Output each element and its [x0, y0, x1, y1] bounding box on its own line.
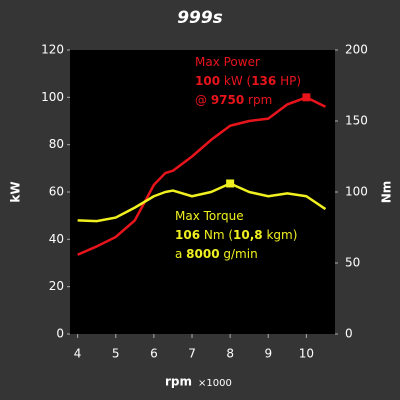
x-tick-label: 4: [74, 347, 82, 361]
y2-axis-label: Nm: [380, 181, 394, 204]
x-tick-label: 9: [264, 347, 272, 361]
annotation: @ 9750 rpm: [195, 93, 272, 107]
y-tick-label: 0: [56, 327, 64, 341]
annotation-part: g/min: [220, 247, 258, 261]
y-axis-label: kW: [9, 181, 23, 202]
series-line: [77, 96, 327, 256]
annotation: 100 kW (136 HP): [195, 74, 301, 88]
y2-tick-label: 50: [345, 256, 360, 270]
y2-tick-label: 0: [345, 327, 353, 341]
x-tick-label: 7: [188, 347, 196, 361]
y-tick-label: 60: [49, 185, 64, 199]
y2-tick-label: 200: [345, 43, 368, 57]
max-marker: [302, 93, 311, 102]
x-axis-unit: ×1000: [198, 378, 232, 389]
annotation: 106 Nm (10,8 kgm): [175, 228, 297, 242]
annotation: a 8000 g/min: [175, 247, 258, 261]
x-tick-label: 6: [150, 347, 158, 361]
annotation: Max Power: [195, 55, 260, 69]
annotation-part: kW (: [220, 74, 251, 88]
y2-tick-label: 100: [345, 185, 368, 199]
y2-tick-label: 150: [345, 114, 368, 128]
annotation-part: 9750: [211, 93, 244, 107]
annotation-part: Max Torque: [175, 209, 244, 223]
x-tick-label: 5: [112, 347, 120, 361]
annotation-part: 106: [175, 228, 200, 242]
annotation-part: Nm (: [200, 228, 233, 242]
y-tick-label: 80: [49, 137, 64, 151]
annotation-part: 10,8: [233, 228, 263, 242]
annotation-part: kgm): [263, 228, 298, 242]
chart-title: 999s: [177, 8, 223, 28]
annotation-part: a: [175, 247, 186, 261]
annotation: Max Torque: [175, 209, 244, 223]
max-marker: [226, 179, 235, 188]
y-tick-label: 120: [41, 43, 64, 57]
annotation-part: Max Power: [195, 55, 260, 69]
y-tick-label: 40: [49, 232, 64, 246]
x-axis-label: rpm: [165, 375, 192, 389]
annotation-part: rpm: [244, 93, 272, 107]
annotation-part: HP): [276, 74, 301, 88]
annotation-part: @: [195, 93, 211, 107]
annotation-part: 8000: [186, 247, 219, 261]
y-tick-label: 100: [41, 90, 64, 104]
x-tick-label: 8: [226, 347, 234, 361]
y-tick-label: 20: [49, 279, 64, 293]
annotation-part: 100: [195, 74, 220, 88]
x-tick-label: 10: [299, 347, 314, 361]
annotation-part: 136: [251, 74, 276, 88]
plot-area: [70, 50, 335, 334]
series-line: [77, 182, 327, 223]
